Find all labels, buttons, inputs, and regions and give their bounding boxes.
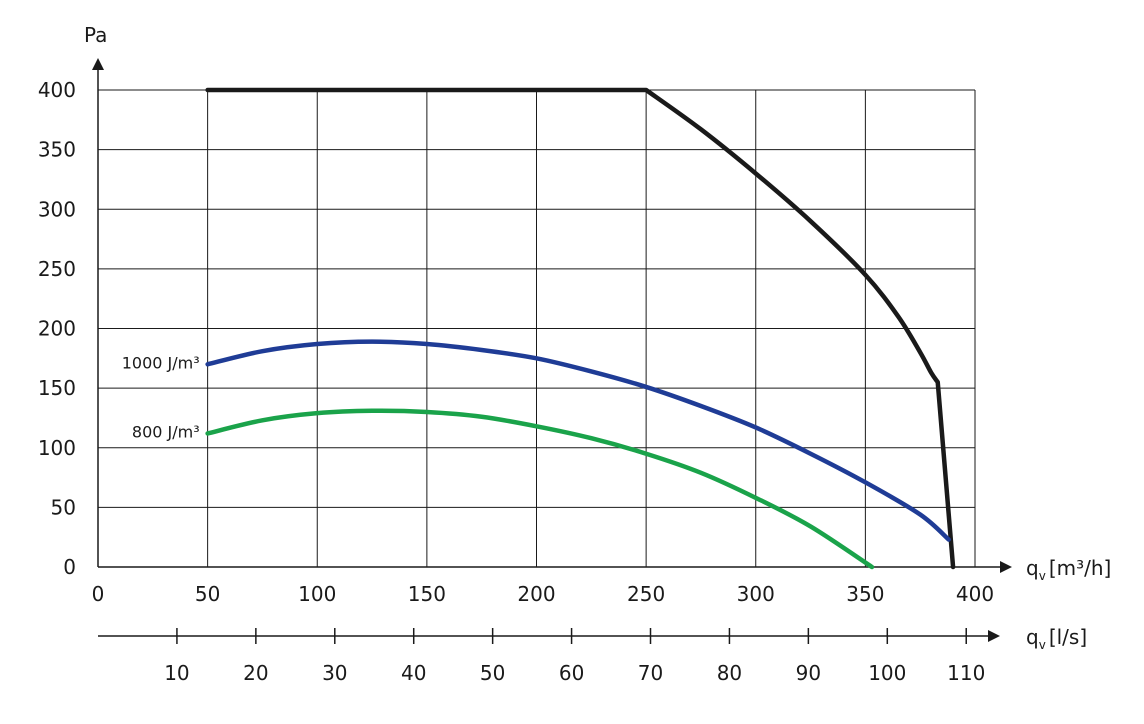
y-tick-label: 400 bbox=[38, 78, 76, 102]
x-tick-label: 400 bbox=[956, 582, 994, 606]
x2-tick-label: 20 bbox=[243, 661, 268, 685]
x2-tick-label: 100 bbox=[868, 661, 906, 685]
x-tick-label: 100 bbox=[298, 582, 336, 606]
x-tick-label: 150 bbox=[408, 582, 446, 606]
x2-tick-label: 90 bbox=[796, 661, 821, 685]
series-lines bbox=[205, 87, 956, 570]
x2-tick-label: 40 bbox=[401, 661, 426, 685]
y-tick-label: 300 bbox=[38, 197, 76, 221]
y-axis-title: Pa bbox=[84, 23, 107, 47]
x2-tick-label: 80 bbox=[717, 661, 742, 685]
y-tick-label: 200 bbox=[38, 317, 76, 341]
x-tick-label: 300 bbox=[737, 582, 775, 606]
x-axis-secondary-title: qv [l/s] bbox=[1026, 625, 1087, 652]
x-tick-label: 0 bbox=[92, 582, 105, 606]
series-line-800 bbox=[205, 408, 875, 570]
x2-tick-label: 70 bbox=[638, 661, 663, 685]
y-tick-label: 350 bbox=[38, 138, 76, 162]
x-tick-label: 350 bbox=[846, 582, 884, 606]
series-line-limit bbox=[205, 87, 956, 570]
x-tick-label: 250 bbox=[627, 582, 665, 606]
y-tick-label: 250 bbox=[38, 257, 76, 281]
grid bbox=[98, 89, 976, 567]
labels: 0 50 100 150 200 250 300 350 400 0 50 100 150 200 250 3… bbox=[38, 23, 1112, 685]
x2-tick-label: 30 bbox=[322, 661, 347, 685]
y-tick-label: 150 bbox=[38, 376, 76, 400]
x2-tick-label: 60 bbox=[559, 661, 584, 685]
y-tick-label: 0 bbox=[63, 555, 76, 579]
x2-tick-label: 10 bbox=[164, 661, 189, 685]
series-line-1000 bbox=[205, 339, 951, 542]
x-axis-title: qv [m³/h] bbox=[1026, 556, 1111, 583]
x2-tick-label: 50 bbox=[480, 661, 505, 685]
y-tick-label: 50 bbox=[51, 495, 76, 519]
x-tick-label: 200 bbox=[517, 582, 555, 606]
x-tick-label: 50 bbox=[195, 582, 220, 606]
y-tick-label: 100 bbox=[38, 436, 76, 460]
x2-tick-label: 110 bbox=[947, 661, 985, 685]
series-label: 1000 J/m³ bbox=[122, 353, 200, 372]
series-label: 800 J/m³ bbox=[132, 422, 200, 441]
axes bbox=[92, 58, 1012, 644]
